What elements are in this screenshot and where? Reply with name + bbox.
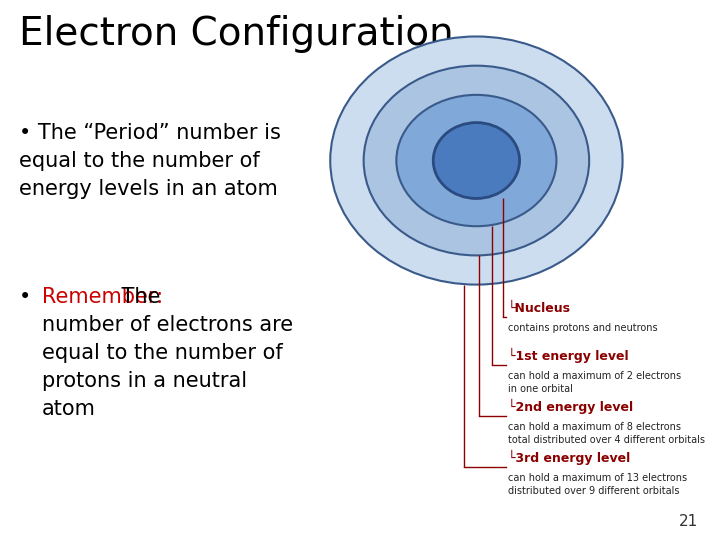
Ellipse shape bbox=[433, 123, 520, 199]
Text: •: • bbox=[19, 287, 38, 307]
Text: └3rd energy level: └3rd energy level bbox=[508, 450, 630, 465]
Text: can hold a maximum of 2 electrons
in one orbital: can hold a maximum of 2 electrons in one… bbox=[508, 370, 681, 394]
Text: • The “Period” number is
equal to the number of
energy levels in an atom: • The “Period” number is equal to the nu… bbox=[19, 123, 282, 199]
Text: contains protons and neutrons: contains protons and neutrons bbox=[508, 323, 657, 333]
Text: 21: 21 bbox=[679, 514, 698, 529]
Text: └2nd energy level: └2nd energy level bbox=[508, 399, 633, 414]
Text: can hold a maximum of 13 electrons
distributed over 9 different orbitals: can hold a maximum of 13 electrons distr… bbox=[508, 473, 687, 496]
Ellipse shape bbox=[396, 95, 557, 226]
Text: └1st energy level: └1st energy level bbox=[508, 347, 629, 363]
Text: Electron Configuration: Electron Configuration bbox=[19, 15, 454, 53]
Text: The
number of electrons are
equal to the number of
protons in a neutral
atom: The number of electrons are equal to the… bbox=[42, 287, 293, 419]
Text: └Nucleus: └Nucleus bbox=[508, 302, 571, 315]
Ellipse shape bbox=[364, 66, 589, 255]
Text: can hold a maximum of 8 electrons
total distributed over 4 different orbitals: can hold a maximum of 8 electrons total … bbox=[508, 422, 705, 445]
Text: Remember:: Remember: bbox=[42, 287, 163, 307]
Ellipse shape bbox=[330, 37, 623, 285]
